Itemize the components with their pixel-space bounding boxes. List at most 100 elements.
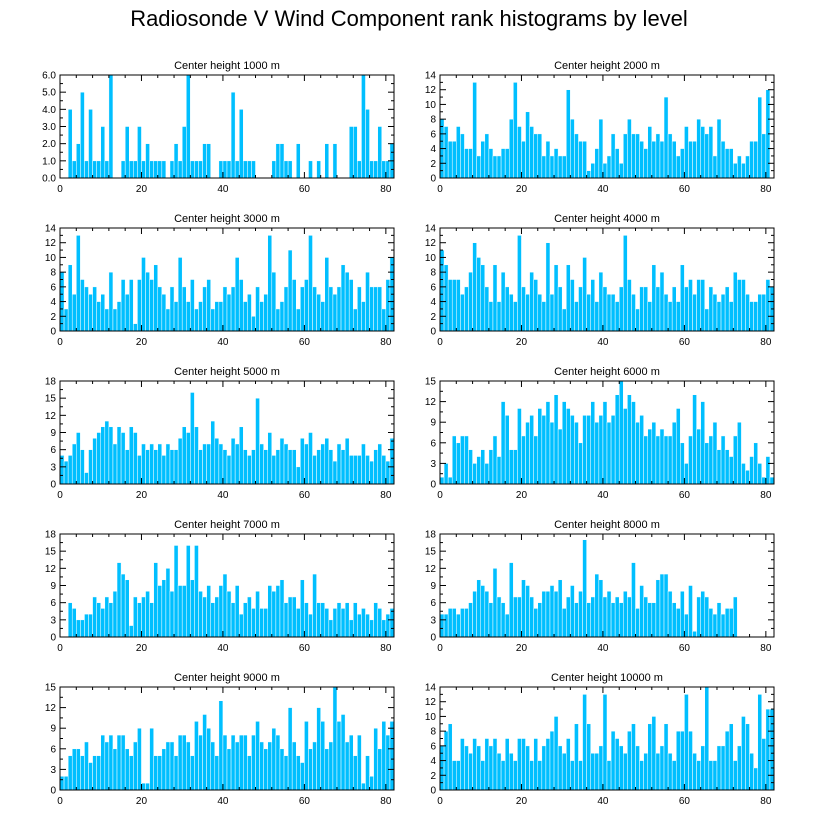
- histogram-bar: [84, 286, 89, 332]
- histogram-bar: [304, 443, 309, 485]
- histogram-bar: [340, 608, 346, 638]
- histogram-bar: [557, 579, 563, 638]
- histogram-bar: [517, 596, 522, 638]
- histogram-bar: [549, 585, 555, 638]
- histogram-bar: [133, 596, 138, 638]
- histogram-bar: [194, 308, 199, 332]
- histogram-bar: [108, 734, 114, 791]
- y-tick-label: 6: [50, 282, 56, 293]
- histogram-bar: [586, 293, 591, 332]
- histogram-bar: [210, 602, 216, 638]
- histogram-bar: [104, 596, 110, 638]
- histogram-bar: [521, 140, 526, 179]
- histogram-bar: [353, 126, 358, 179]
- histogram-bar: [680, 590, 685, 638]
- histogram-bar: [549, 155, 555, 179]
- histogram-bar: [472, 242, 477, 332]
- histogram-bar: [700, 126, 706, 179]
- histogram-bar: [553, 394, 559, 485]
- histogram-bar: [234, 257, 240, 332]
- histogram-bar: [553, 590, 559, 638]
- histogram-bar: [340, 449, 346, 485]
- histogram-bar: [186, 432, 191, 485]
- histogram-bar: [202, 596, 207, 638]
- histogram-bar: [104, 420, 110, 485]
- histogram-bar: [271, 727, 277, 791]
- histogram-bar: [100, 734, 106, 791]
- histogram-bar: [451, 140, 457, 179]
- histogram-bar: [663, 723, 669, 791]
- histogram-bar: [381, 455, 387, 485]
- histogram-bar: [186, 741, 191, 791]
- histogram-bar: [222, 734, 228, 791]
- histogram-bar: [357, 160, 362, 179]
- histogram-bar: [336, 443, 342, 485]
- histogram-bar: [696, 596, 701, 638]
- histogram-bar: [704, 133, 710, 179]
- histogram-bar: [186, 545, 191, 638]
- y-tick-label: 18: [45, 530, 57, 541]
- histogram-bar: [177, 257, 183, 332]
- histogram-bar: [655, 752, 661, 791]
- histogram-bar: [582, 415, 587, 485]
- y-tick-label: 12: [425, 397, 437, 408]
- histogram-bar: [647, 428, 653, 485]
- y-tick-label: 6: [50, 744, 56, 755]
- histogram-bar: [141, 257, 146, 332]
- histogram-bar: [749, 301, 754, 332]
- histogram-bar: [173, 143, 179, 179]
- y-tick-label: 3: [430, 615, 436, 626]
- histogram-bar: [508, 752, 514, 791]
- histogram-bar: [447, 476, 453, 485]
- histogram-bar: [377, 443, 383, 485]
- histogram-bar: [688, 435, 693, 485]
- histogram-bar: [521, 435, 526, 485]
- histogram-bar: [76, 235, 81, 332]
- histogram-bar: [112, 590, 118, 638]
- histogram-bar: [484, 463, 490, 485]
- histogram-bar: [537, 293, 543, 332]
- histogram-bar: [84, 613, 89, 638]
- histogram-bar: [365, 755, 370, 791]
- histogram-bar: [594, 752, 600, 791]
- histogram-bar: [566, 738, 571, 791]
- histogram-bar: [749, 456, 754, 485]
- histogram-bar: [741, 279, 746, 332]
- histogram-bar: [757, 463, 763, 485]
- x-tick-label: 80: [760, 796, 772, 807]
- histogram-bar: [336, 602, 342, 638]
- histogram-bar: [92, 437, 97, 485]
- histogram-bar: [582, 539, 587, 638]
- histogram-bar: [655, 579, 661, 638]
- histogram-bar: [655, 435, 661, 485]
- histogram-bar: [692, 752, 697, 791]
- histogram-panel: Center height 6000 m 0 20 40 60 80 0 3 6 9 12 15: [425, 366, 775, 501]
- histogram-bar: [169, 590, 175, 638]
- y-tick-label: 12: [425, 238, 437, 249]
- histogram-bar: [610, 415, 616, 485]
- x-tick-label: 20: [516, 337, 528, 348]
- histogram-bar: [283, 443, 289, 485]
- x-tick-label: 40: [597, 184, 609, 195]
- histogram-bar: [381, 308, 387, 332]
- x-tick-label: 60: [299, 337, 311, 348]
- histogram-bar: [247, 755, 252, 791]
- y-tick-label: 4: [430, 144, 436, 155]
- y-tick-label: 8: [430, 115, 436, 126]
- histogram-bar: [623, 752, 628, 791]
- histogram-bar: [206, 443, 211, 485]
- histogram-bar: [141, 596, 146, 638]
- histogram-bar: [251, 734, 256, 791]
- histogram-bar: [373, 160, 378, 179]
- histogram-bar: [157, 755, 163, 791]
- y-tick-label: 0.0: [42, 174, 56, 185]
- histogram-bar: [680, 264, 685, 332]
- histogram-bar: [447, 140, 453, 179]
- histogram-bar: [385, 160, 391, 179]
- histogram-bar: [472, 463, 477, 485]
- histogram-bar: [226, 590, 232, 638]
- histogram-bar: [353, 755, 358, 791]
- histogram-bar: [688, 585, 693, 638]
- histogram-bar: [460, 435, 465, 485]
- histogram-bar: [712, 421, 718, 485]
